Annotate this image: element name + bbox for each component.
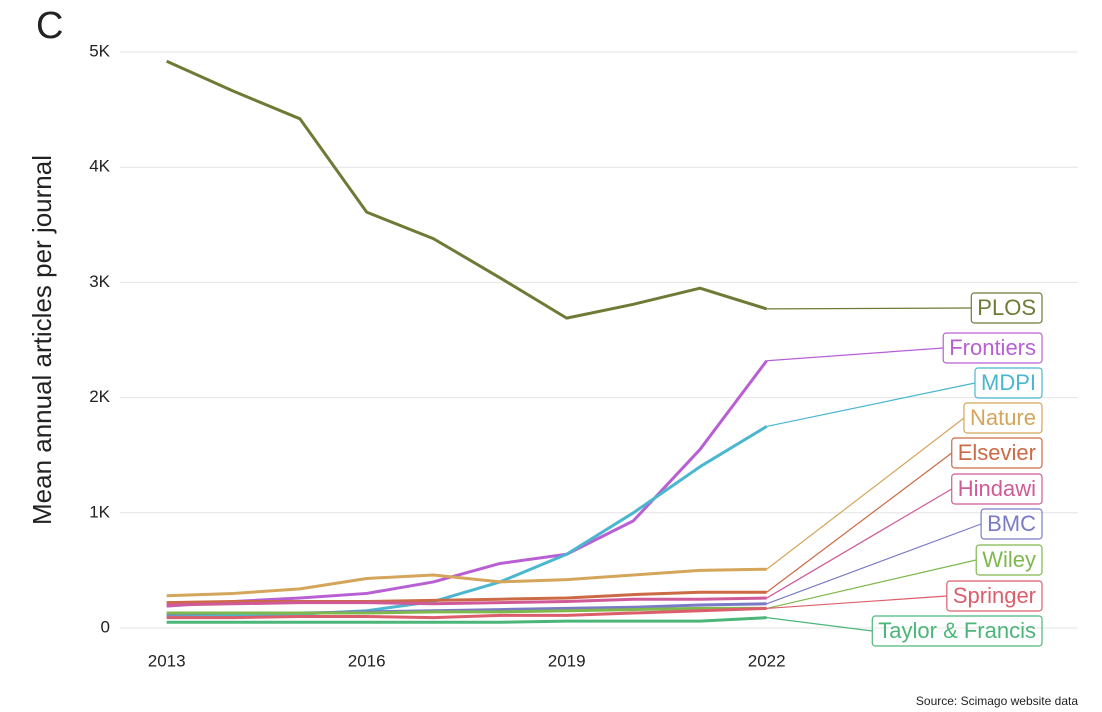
legend-label: Wiley: [982, 547, 1036, 572]
x-tick-label: 2019: [548, 651, 586, 670]
legend-connector: [766, 617, 873, 632]
y-tick-label: 3K: [89, 272, 110, 291]
y-tick-label: 0: [101, 617, 110, 636]
legend-connector: [766, 347, 944, 362]
legend-connector: [766, 559, 977, 610]
series-line: [166, 567, 767, 598]
series-line: [166, 606, 767, 615]
legend-connector: [766, 452, 953, 593]
series-line: [166, 596, 767, 607]
legend-connector: [766, 382, 976, 427]
y-tick-label: 5K: [89, 41, 110, 60]
y-axis-label: Mean annual articles per journal: [27, 155, 57, 525]
legend-label: Taylor & Francis: [878, 618, 1036, 643]
legend-label: Hindawi: [958, 476, 1036, 501]
x-tick-label: 2016: [348, 651, 386, 670]
legend-label: Springer: [953, 583, 1036, 608]
y-tick-label: 1K: [89, 502, 110, 521]
legend-connector: [766, 307, 972, 310]
series-line: [166, 606, 767, 620]
legend-label: PLOS: [977, 295, 1036, 320]
legend-connector: [766, 523, 982, 605]
panel-letter: C: [36, 5, 63, 47]
legend-label: Nature: [970, 405, 1036, 430]
source-note: Source: Scimago website data: [916, 694, 1078, 708]
series-line: [166, 359, 768, 608]
legend-connector: [766, 417, 965, 570]
legend-label: MDPI: [981, 370, 1036, 395]
x-tick-label: 2013: [148, 651, 186, 670]
legend-label: Elsevier: [958, 440, 1036, 465]
series-line: [166, 59, 768, 320]
series-line: [166, 616, 767, 624]
y-tick-label: 2K: [89, 387, 110, 406]
x-tick-label: 2022: [748, 651, 786, 670]
legend-label: BMC: [987, 511, 1036, 536]
legend-connector: [766, 488, 953, 599]
legend-label: Frontiers: [949, 335, 1036, 360]
legend-connector: [766, 595, 947, 610]
series-line: [166, 425, 768, 618]
series-line: [166, 590, 767, 605]
y-tick-label: 4K: [89, 157, 110, 176]
